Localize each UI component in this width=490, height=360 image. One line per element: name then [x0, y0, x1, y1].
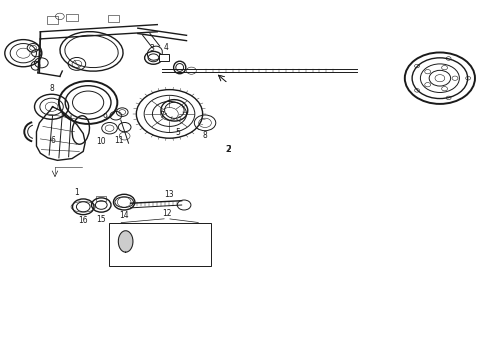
Bar: [109, 223, 211, 266]
Bar: [159, 54, 169, 62]
Text: 14: 14: [120, 211, 129, 220]
Text: 1: 1: [74, 188, 79, 197]
Text: 5: 5: [175, 129, 180, 138]
Text: 8: 8: [49, 84, 54, 93]
Text: 15: 15: [97, 215, 106, 224]
Text: 11: 11: [115, 136, 124, 145]
Text: 9: 9: [102, 113, 107, 122]
Text: 7: 7: [160, 111, 165, 120]
Text: 13: 13: [165, 190, 174, 199]
Text: 10: 10: [97, 137, 106, 146]
Text: 6: 6: [50, 136, 55, 145]
Text: 4: 4: [163, 43, 168, 52]
Bar: [97, 196, 106, 202]
Bar: [47, 17, 58, 23]
Text: 2: 2: [225, 145, 230, 154]
Bar: [108, 15, 119, 22]
Text: 8: 8: [203, 131, 207, 140]
Text: 2: 2: [226, 145, 231, 154]
Text: 12: 12: [162, 210, 172, 219]
Text: 16: 16: [78, 216, 88, 225]
Text: 3: 3: [149, 44, 154, 53]
Polygon shape: [118, 231, 133, 252]
Bar: [66, 14, 78, 21]
Text: 2: 2: [226, 145, 231, 154]
